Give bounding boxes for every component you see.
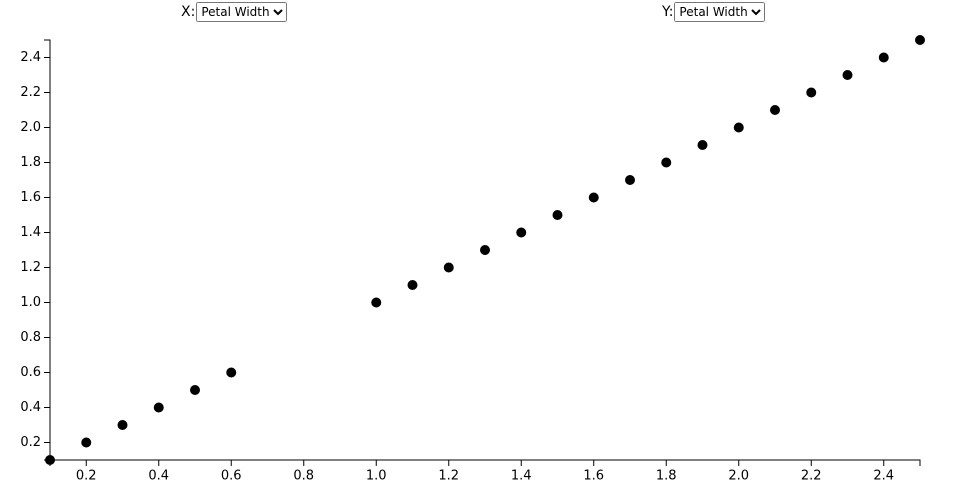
y-control: Y: Petal Width — [662, 2, 766, 22]
x-control: X: Petal Width — [181, 2, 288, 22]
y-tick-label: 1.6 — [20, 190, 41, 205]
x-tick-label: 2.4 — [873, 469, 894, 484]
point — [806, 87, 817, 98]
point — [661, 157, 672, 168]
point — [697, 140, 708, 150]
point — [733, 122, 744, 133]
point — [770, 105, 780, 115]
point — [226, 367, 237, 378]
y-tick-label: 0.2 — [20, 435, 41, 450]
point — [878, 52, 889, 63]
x-tick-label: 0.2 — [76, 469, 97, 484]
x-tick-label: 2.2 — [801, 469, 822, 484]
point — [588, 192, 599, 203]
point — [516, 227, 527, 238]
y-tick-label: 0.8 — [20, 330, 41, 345]
x-tick-label: 0.8 — [293, 469, 314, 484]
y-tick-label: 2.0 — [20, 120, 41, 135]
y-tick-label: 2.4 — [20, 50, 41, 65]
y-tick-label: 1.0 — [20, 295, 41, 310]
y-select[interactable]: Petal Width — [674, 2, 766, 22]
x-tick-label: 1.4 — [511, 469, 532, 484]
point — [117, 420, 128, 430]
point — [625, 175, 635, 185]
point — [480, 245, 490, 255]
point — [81, 437, 92, 448]
x-label: X: — [181, 4, 196, 20]
y-tick-label: 1.8 — [20, 155, 41, 170]
x-tick-label: 0.6 — [221, 469, 242, 484]
x-tick-label: 1.0 — [366, 469, 387, 484]
x-tick-label: 2.0 — [728, 469, 749, 484]
point — [45, 455, 55, 465]
x-tick-label: 1.2 — [438, 469, 459, 484]
point — [552, 210, 563, 220]
point — [371, 297, 382, 308]
point — [915, 35, 925, 45]
y-tick-label: 1.4 — [20, 225, 41, 240]
y-tick-label: 0.4 — [20, 400, 41, 415]
y-axis — [44, 39, 51, 461]
y-tick-label: 2.2 — [20, 85, 41, 100]
point — [190, 385, 200, 395]
point — [407, 280, 418, 290]
x-tick-label: 1.6 — [583, 469, 604, 484]
point — [443, 262, 454, 273]
x-tick-label: 1.8 — [656, 469, 677, 484]
x-axis — [49, 459, 921, 466]
y-label: Y: — [662, 4, 674, 20]
x-select[interactable]: Petal Width — [196, 2, 288, 22]
y-tick-label: 1.2 — [20, 260, 41, 275]
x-tick-label: 0.4 — [148, 469, 169, 484]
y-tick-label: 0.6 — [20, 365, 41, 380]
point — [842, 70, 853, 80]
point — [153, 402, 164, 413]
